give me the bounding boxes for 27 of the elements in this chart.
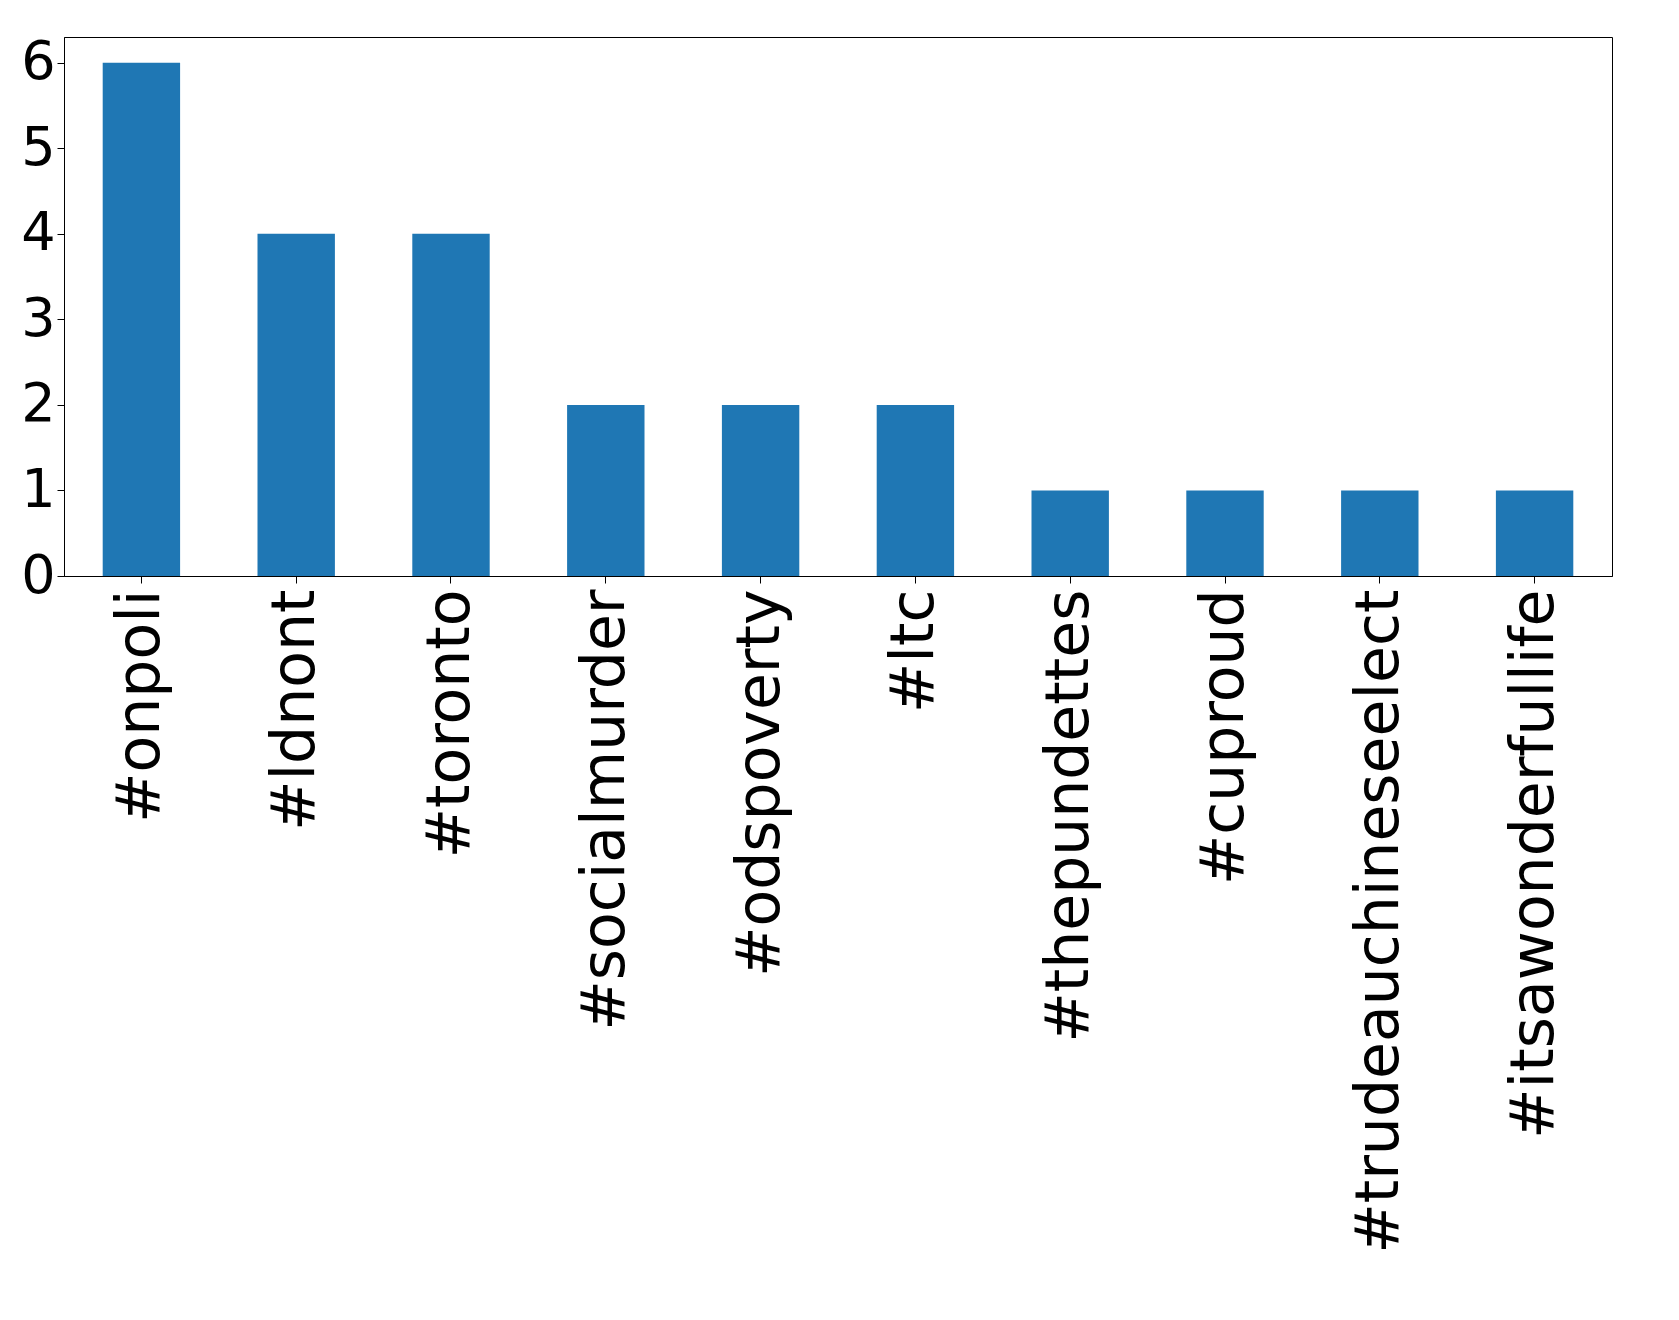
x-tick-label: #odspoverty [722, 589, 793, 977]
x-tick-label: #ltc [877, 589, 948, 713]
x-tick-label: #ldnont [258, 589, 329, 831]
y-tick-label: 6 [21, 29, 56, 93]
x-tick-label: #cuproud [1187, 589, 1257, 886]
y-tick-label: 4 [21, 200, 56, 264]
y-tick-label: 3 [21, 285, 56, 349]
bar [102, 62, 181, 576]
x-tick-label: #trudeauchineseelect [1341, 589, 1412, 1254]
x-tick-label: #onpoli [103, 589, 174, 823]
bar [412, 233, 490, 576]
bar [1186, 490, 1264, 576]
x-tick-label: #thepundettes [1032, 589, 1103, 1043]
bar [1495, 490, 1574, 576]
y-tick-label: 1 [21, 456, 56, 520]
x-tick-label: #toronto [413, 589, 483, 859]
bar [721, 404, 800, 576]
bar [1031, 490, 1109, 576]
bar [1341, 490, 1419, 576]
y-tick-label: 5 [21, 114, 56, 178]
bar [567, 404, 645, 576]
x-tick-label: #socialmurder [567, 589, 638, 1031]
y-tick-label: 0 [21, 542, 56, 606]
y-tick-label: 2 [21, 371, 56, 435]
x-tick-label: #itsawonderfullife [1496, 589, 1567, 1139]
bar [257, 233, 335, 576]
bar [876, 404, 955, 576]
